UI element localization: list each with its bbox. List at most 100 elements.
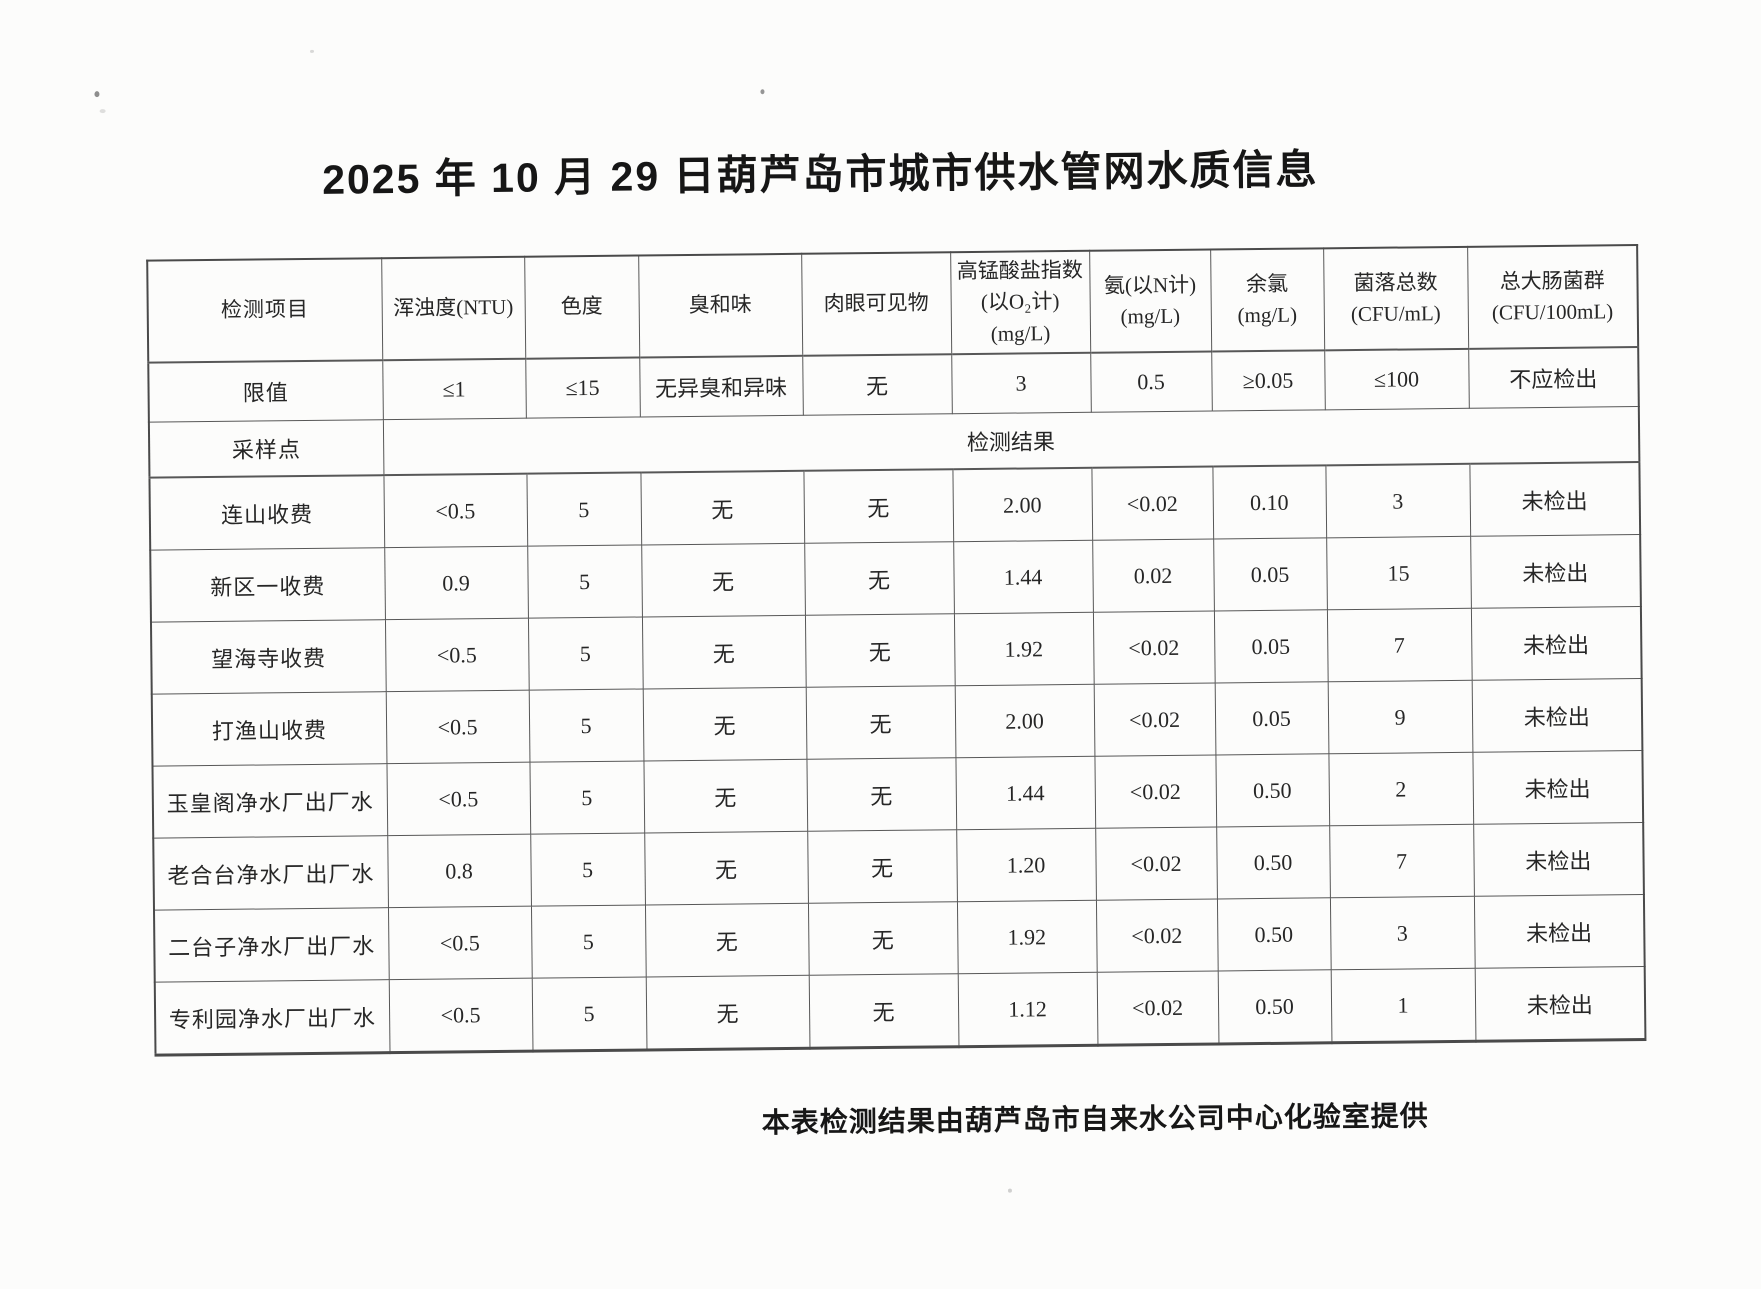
cell-value: 5 (527, 616, 643, 691)
cell-value: 无 (641, 543, 805, 617)
cell-value: 无 (642, 687, 807, 761)
scan-artifact (309, 49, 315, 53)
cell-value: <0.02 (1091, 466, 1214, 541)
cell-value: 无 (644, 831, 808, 905)
cell-value: 未检出 (1470, 606, 1642, 681)
cell-value: 1.44 (955, 756, 1096, 830)
cell-value: <0.02 (1094, 754, 1217, 829)
cell-value: 5 (531, 976, 647, 1052)
page-title: 2025 年 10 月 29 日葫芦岛市城市供水管网水质信息 (321, 146, 1319, 203)
cell-value: <0.02 (1095, 826, 1217, 901)
header-cell-ammonia: 氨(以N计) (mg/L) (1089, 249, 1212, 353)
header-cell-colony-count: 菌落总数 (CFU/mL) (1323, 246, 1469, 351)
source-note: 本表检测结果由葫芦岛市自来水公司中心化验室提供 (761, 1101, 1429, 1140)
cell-value: 3 (1329, 896, 1475, 970)
cell-value: 0.05 (1213, 537, 1327, 612)
cell-value: 无 (643, 759, 808, 833)
cell-value: 未检出 (1472, 750, 1644, 825)
scan-artifact (94, 91, 100, 98)
cell-value: <0.02 (1092, 611, 1215, 685)
row-label: 望海寺收费 (150, 619, 386, 695)
cell-value: 1.92 (953, 612, 1094, 686)
cell-value: 0.10 (1212, 465, 1327, 540)
cell-value: 无 (645, 975, 810, 1050)
limit-value: 无异臭和异味 (639, 355, 803, 418)
cell-value: 无 (806, 757, 957, 832)
scan-artifact (1007, 1188, 1013, 1193)
cell-value: <0.02 (1096, 970, 1219, 1046)
cell-value: 2.00 (952, 467, 1093, 542)
cell-value: <0.5 (385, 690, 530, 764)
row-label: 连山收费 (149, 475, 385, 551)
cell-value: 1.92 (956, 900, 1097, 974)
cell-value: 未检出 (1469, 462, 1641, 537)
cell-value: 15 (1326, 536, 1471, 610)
scan-artifact (99, 109, 106, 114)
cell-value: 未检出 (1474, 966, 1646, 1042)
cell-value: 0.05 (1214, 681, 1329, 755)
cell-value: 无 (641, 615, 806, 689)
cell-value: <0.5 (386, 762, 531, 836)
cell-value: <0.5 (384, 618, 529, 692)
header-cell-permanganate: 高锰酸盐指数 (以O₂计) (mg/L) (950, 250, 1091, 355)
cell-value: 7 (1326, 608, 1472, 682)
cell-value: 0.05 (1213, 609, 1328, 683)
cell-value: 未检出 (1473, 822, 1644, 897)
limit-value: ≤1 (382, 358, 526, 420)
row-label: 新区一收费 (150, 547, 385, 623)
cell-value: 5 (529, 760, 645, 835)
header-cell-odor: 臭和味 (638, 253, 803, 358)
cell-value: 未检出 (1471, 678, 1643, 753)
row-label: 老合台净水厂出厂水 (153, 835, 388, 911)
cell-value: 无 (805, 685, 956, 760)
cell-value: 无 (644, 903, 809, 977)
cell-value: 5 (527, 544, 642, 619)
cell-value: 9 (1327, 680, 1473, 754)
header-cell-turbidity: 浑浊度(NTU) (381, 256, 526, 361)
cell-value: 0.50 (1217, 969, 1332, 1044)
table-row: 专利园净水厂出厂水 <0.5 5 无 无 1.12 <0.02 0.50 1 未… (154, 966, 1646, 1056)
cell-value: 7 (1329, 824, 1474, 898)
cell-value: 1.12 (957, 972, 1098, 1047)
cell-value: 0.02 (1092, 539, 1214, 613)
cell-value: 2 (1328, 752, 1474, 826)
cell-value: 3 (1325, 463, 1471, 538)
cell-value: 无 (808, 973, 959, 1049)
header-cell-color: 色度 (524, 255, 640, 359)
cell-value: <0.02 (1095, 898, 1218, 973)
header-cell-items: 检测项目 (147, 258, 383, 363)
cell-value: 0.50 (1216, 897, 1331, 971)
cell-value: 0.8 (387, 834, 531, 908)
cell-value: 无 (804, 541, 954, 616)
limit-value: ≤15 (525, 357, 640, 419)
cell-value: 无 (804, 613, 955, 688)
cell-value: 无 (807, 829, 957, 904)
cell-value: 0.9 (384, 546, 528, 620)
cell-value: 2.00 (954, 684, 1095, 758)
header-cell-visible-matter: 肉眼可见物 (801, 252, 952, 356)
cell-value: 5 (530, 832, 645, 907)
cell-value: <0.5 (387, 906, 532, 980)
cell-value: 无 (640, 470, 805, 545)
row-label: 二台子净水厂出厂水 (153, 907, 389, 983)
limit-value: 3 (951, 352, 1091, 414)
cell-value: <0.02 (1093, 682, 1216, 757)
cell-value: 未检出 (1473, 894, 1645, 969)
cell-value: 5 (530, 904, 646, 979)
cell-value: 无 (803, 469, 954, 544)
cell-value: 无 (807, 901, 958, 976)
limit-value: ≤100 (1324, 348, 1469, 410)
cell-value: 1 (1330, 968, 1476, 1043)
sampling-point-label: 采样点 (148, 419, 384, 478)
table-header-row: 检测项目 浑浊度(NTU) 色度 臭和味 肉眼可见物 高锰酸盐指数 (以O₂计)… (147, 245, 1639, 363)
cell-value: <0.5 (383, 473, 528, 548)
limit-row-label: 限值 (148, 360, 383, 423)
scan-artifact (760, 89, 765, 95)
cell-value: 1.20 (956, 828, 1096, 902)
cell-value: 1.44 (953, 540, 1093, 614)
cell-value: 未检出 (1470, 534, 1641, 609)
cell-value: 0.50 (1216, 825, 1330, 899)
limit-value: 0.5 (1090, 351, 1212, 413)
water-quality-table: 检测项目 浑浊度(NTU) 色度 臭和味 肉眼可见物 高锰酸盐指数 (以O₂计)… (146, 244, 1647, 1057)
